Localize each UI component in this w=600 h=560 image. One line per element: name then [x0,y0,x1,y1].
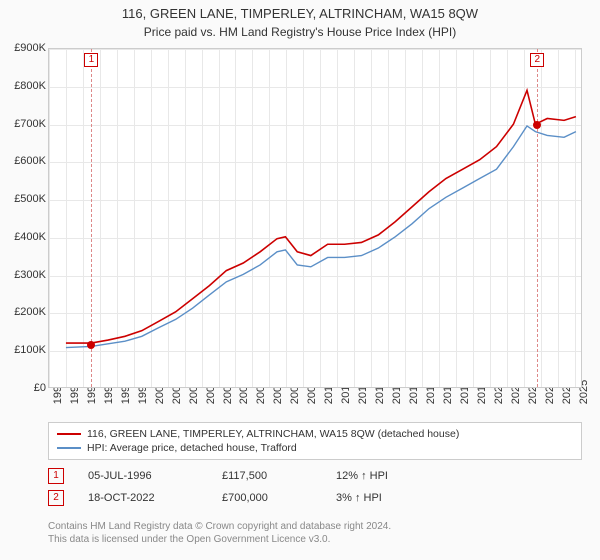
y-tick-label: £500K [2,193,46,205]
footer-line: This data is licensed under the Open Gov… [48,533,391,546]
chart-container: 116, GREEN LANE, TIMPERLEY, ALTRINCHAM, … [0,0,600,560]
chart-subtitle: Price paid vs. HM Land Registry's House … [0,21,600,39]
sale-price: £117,500 [222,470,312,482]
legend-swatch [57,447,81,449]
series-line [66,126,576,348]
legend: 116, GREEN LANE, TIMPERLEY, ALTRINCHAM, … [48,422,582,460]
sale-badge: 1 [48,468,64,484]
legend-swatch [57,433,81,435]
series-line [66,90,576,343]
y-tick-label: £100K [2,344,46,356]
y-tick-label: £200K [2,306,46,318]
sale-marker-dot [533,121,541,129]
sale-row: 2 18-OCT-2022 £700,000 3% ↑ HPI [48,487,582,509]
sale-hpi-diff: 12% ↑ HPI [336,470,426,482]
legend-item: 116, GREEN LANE, TIMPERLEY, ALTRINCHAM, … [57,427,573,441]
sale-row: 1 05-JUL-1996 £117,500 12% ↑ HPI [48,465,582,487]
sale-marker-badge: 2 [530,53,544,67]
footer-line: Contains HM Land Registry data © Crown c… [48,520,391,533]
sale-badge: 2 [48,490,64,506]
line-plot [49,49,581,387]
y-tick-label: £300K [2,269,46,281]
sale-marker-dot [87,341,95,349]
legend-item: HPI: Average price, detached house, Traf… [57,441,573,455]
sales-table: 1 05-JUL-1996 £117,500 12% ↑ HPI 2 18-OCT-202… [48,465,582,509]
footer-attribution: Contains HM Land Registry data © Crown c… [48,520,391,546]
chart-title: 116, GREEN LANE, TIMPERLEY, ALTRINCHAM, … [0,0,600,21]
legend-label: 116, GREEN LANE, TIMPERLEY, ALTRINCHAM, … [87,428,459,440]
y-tick-label: £0 [2,382,46,394]
plot-area: 12 [48,48,582,388]
sale-date: 05-JUL-1996 [88,470,198,482]
sale-marker-badge: 1 [84,53,98,67]
sale-price: £700,000 [222,492,312,504]
sale-date: 18-OCT-2022 [88,492,198,504]
y-tick-label: £900K [2,42,46,54]
sale-hpi-diff: 3% ↑ HPI [336,492,426,504]
legend-label: HPI: Average price, detached house, Traf… [87,442,297,454]
y-tick-label: £400K [2,231,46,243]
y-tick-label: £700K [2,118,46,130]
y-tick-label: £600K [2,155,46,167]
y-tick-label: £800K [2,80,46,92]
